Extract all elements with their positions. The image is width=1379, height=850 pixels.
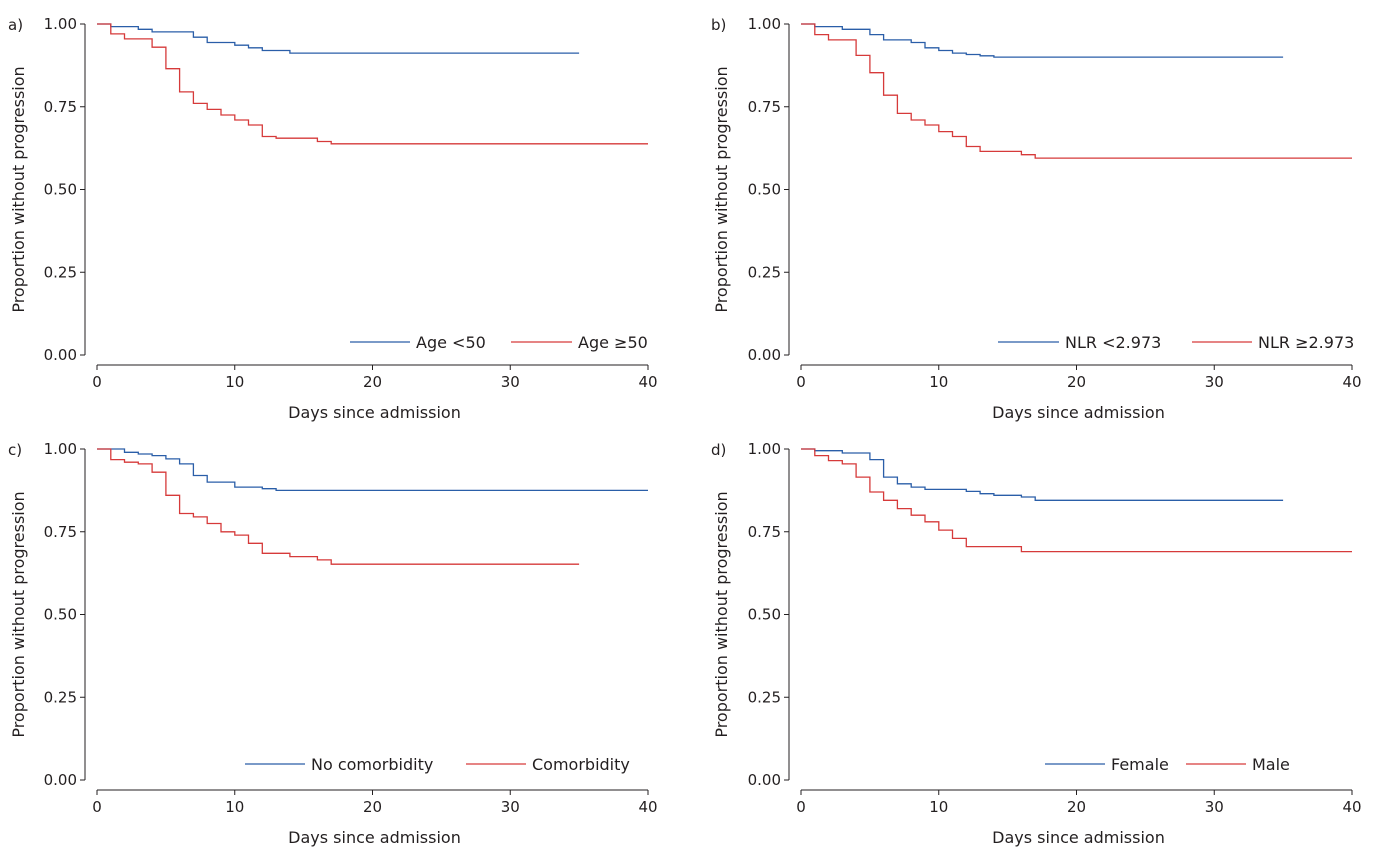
series-line-red	[801, 23, 1352, 159]
y-tick-label: 0.00	[44, 771, 77, 789]
y-axis-title: Proportion without progression	[9, 66, 28, 312]
y-tick-label: 0.75	[748, 523, 781, 541]
x-tick-label: 30	[1205, 798, 1224, 816]
y-tick-label: 0.25	[748, 263, 781, 281]
y-tick-label: 0.25	[44, 688, 77, 706]
y-tick-label: 0.50	[748, 181, 781, 199]
x-tick-label: 20	[363, 798, 382, 816]
legend-label: NLR <2.973	[1065, 333, 1161, 352]
series-line-blue	[801, 23, 1284, 58]
x-tick-label: 30	[501, 373, 520, 391]
chart-panel-d: 0.00 0.25 0.50 0.75 1.00 0 10 20 30 40 d) Days sinc…	[711, 440, 1362, 847]
series-line-red	[97, 23, 648, 145]
series-line-red	[97, 448, 580, 565]
x-tick-label: 0	[796, 373, 806, 391]
chart-panel-b: 0.00 0.25 0.50 0.75 1.00 0 10 20 30 40 b) Days sinc…	[711, 15, 1362, 422]
x-tick-label: 40	[638, 798, 657, 816]
legend-label: Comorbidity	[532, 755, 630, 774]
x-tick-label: 20	[1067, 798, 1086, 816]
x-axis-title: Days since admission	[288, 403, 461, 422]
y-tick-label: 0.75	[44, 98, 77, 116]
x-axis-title: Days since admission	[288, 828, 461, 847]
y-tick-label: 1.00	[748, 15, 781, 33]
y-axis-title: Proportion without progression	[9, 491, 28, 737]
y-tick-label: 0.00	[44, 346, 77, 364]
x-tick-label: 0	[796, 798, 806, 816]
y-tick-label: 1.00	[44, 15, 77, 33]
x-tick-label: 20	[1067, 373, 1086, 391]
x-tick-label: 10	[225, 798, 244, 816]
x-tick-label: 10	[225, 373, 244, 391]
x-tick-label: 20	[363, 373, 382, 391]
x-tick-label: 40	[1342, 373, 1361, 391]
y-tick-label: 0.00	[748, 346, 781, 364]
chart-panel-c: 0.00 0.25 0.50 0.75 1.00 0 10 20 30 40 c) Days sinc…	[8, 440, 658, 847]
legend-label: NLR ≥2.973	[1258, 333, 1354, 352]
panel-label: d)	[711, 441, 726, 459]
legend-label: Age <50	[416, 333, 486, 352]
y-tick-label: 0.50	[44, 181, 77, 199]
y-tick-label: 0.75	[44, 523, 77, 541]
y-tick-label: 0.25	[748, 688, 781, 706]
series-line-blue	[97, 448, 648, 492]
series-line-blue	[97, 23, 580, 54]
panel-label: c)	[8, 441, 22, 459]
legend-label: No comorbidity	[311, 755, 433, 774]
x-tick-label: 40	[1342, 798, 1361, 816]
legend-label: Age ≥50	[578, 333, 648, 352]
y-tick-label: 0.75	[748, 98, 781, 116]
x-tick-label: 0	[92, 373, 102, 391]
y-tick-label: 0.00	[748, 771, 781, 789]
x-tick-label: 30	[1205, 373, 1224, 391]
y-tick-label: 1.00	[44, 440, 77, 458]
series-line-red	[801, 448, 1352, 553]
y-axis-title: Proportion without progression	[712, 491, 731, 737]
panel-label: b)	[711, 16, 726, 34]
y-tick-label: 1.00	[748, 440, 781, 458]
series-line-blue	[801, 448, 1284, 501]
legend-label: Male	[1252, 755, 1290, 774]
x-tick-label: 0	[92, 798, 102, 816]
x-axis-title: Days since admission	[992, 403, 1165, 422]
x-tick-label: 10	[929, 798, 948, 816]
legend-label: Female	[1111, 755, 1169, 774]
y-tick-label: 0.25	[44, 263, 77, 281]
x-tick-label: 30	[501, 798, 520, 816]
y-tick-label: 0.50	[748, 606, 781, 624]
y-tick-label: 0.50	[44, 606, 77, 624]
x-axis-title: Days since admission	[992, 828, 1165, 847]
x-tick-label: 40	[638, 373, 657, 391]
panel-label: a)	[8, 16, 23, 34]
y-axis-title: Proportion without progression	[712, 66, 731, 312]
x-tick-label: 10	[929, 373, 948, 391]
chart-panel-a: 0.00 0.25 0.50 0.75 1.00 0 10 20 30 40 a) Days sinc…	[8, 15, 658, 422]
